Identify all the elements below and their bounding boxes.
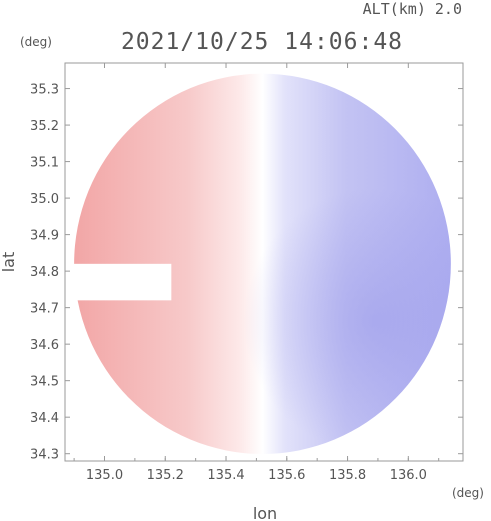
y-tick-label: 35.3 — [30, 83, 59, 98]
y-axis-label: lat — [0, 252, 18, 273]
axis-ticks: 135.0 135.2 135.4 135.6 135.8 136.0 34.3 34.4 34… — [30, 63, 463, 483]
x-tick-label: 135.6 — [268, 468, 305, 483]
radar-coverage-deep-region — [74, 73, 451, 454]
x-tick-label: 136.0 — [390, 468, 427, 483]
chart-title: 2021/10/25 14:06:48 — [121, 29, 403, 55]
y-tick-label: 35.1 — [30, 156, 59, 171]
x-tick-label: 135.4 — [207, 468, 244, 483]
velocity-field — [65, 73, 451, 454]
altitude-label: ALT(km) 2.0 — [363, 0, 462, 18]
y-tick-label: 34.4 — [30, 411, 59, 426]
y-tick-label: 34.6 — [30, 338, 59, 353]
y-tick-label: 35.0 — [30, 192, 59, 207]
y-unit-label: (deg) — [20, 35, 52, 49]
blocked-sector — [65, 263, 172, 301]
x-axis-label: lon — [253, 504, 277, 521]
y-tick-label: 34.5 — [30, 375, 59, 390]
y-tick-label: 34.3 — [30, 448, 59, 463]
plot-frame — [64, 62, 464, 462]
x-tick-label: 135.2 — [147, 468, 184, 483]
y-tick-label: 34.9 — [30, 229, 59, 244]
y-tick-label: 34.7 — [30, 302, 59, 317]
x-tick-label: 135.8 — [329, 468, 366, 483]
x-tick-label: 135.0 — [86, 468, 123, 483]
y-tick-label: 35.2 — [30, 119, 59, 134]
x-unit-label: (deg) — [452, 486, 484, 500]
y-tick-label: 34.8 — [30, 265, 59, 280]
